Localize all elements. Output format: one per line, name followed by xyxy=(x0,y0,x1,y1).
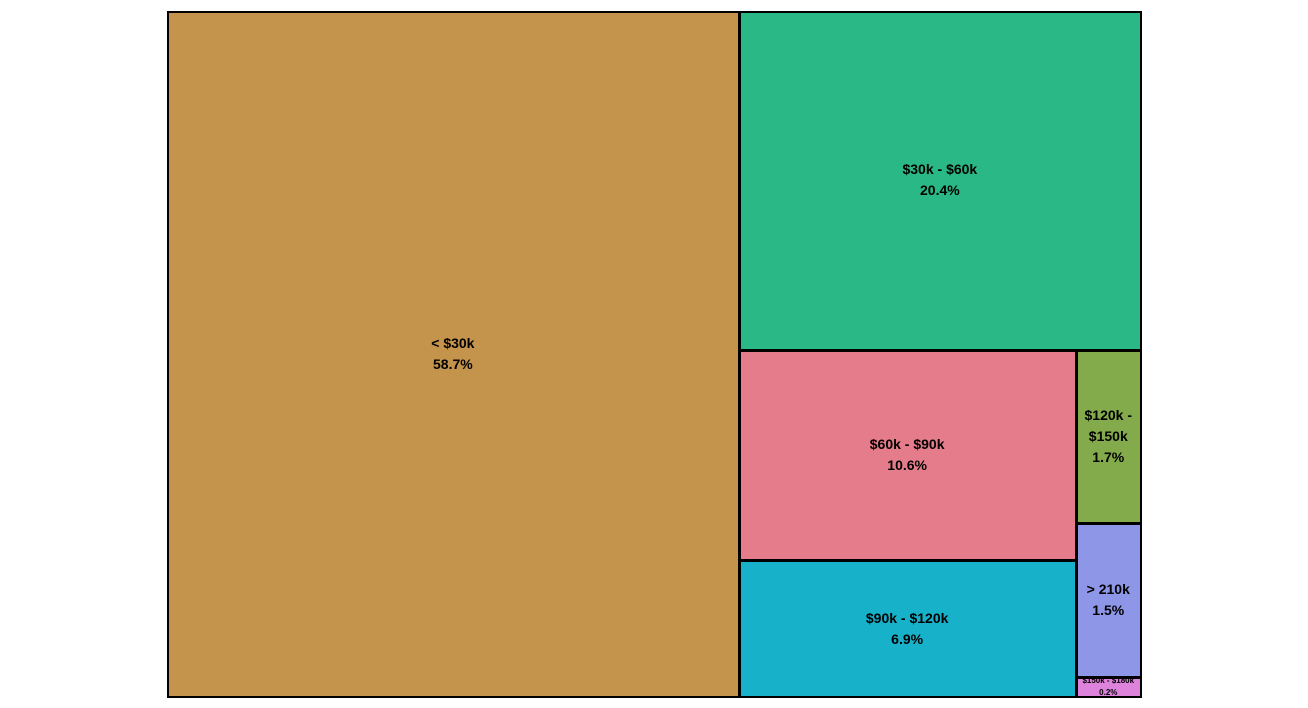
treemap-tile-210k xyxy=(1076,523,1142,678)
treemap-tile-150k-180k xyxy=(1076,677,1142,698)
treemap-tile-90k-120k xyxy=(739,560,1077,698)
treemap-tile-60k-90k xyxy=(739,350,1077,561)
treemap-tile-120k-150k xyxy=(1076,350,1142,524)
treemap-tile-30k xyxy=(167,11,740,698)
treemap-tile-30k-60k xyxy=(739,11,1142,351)
